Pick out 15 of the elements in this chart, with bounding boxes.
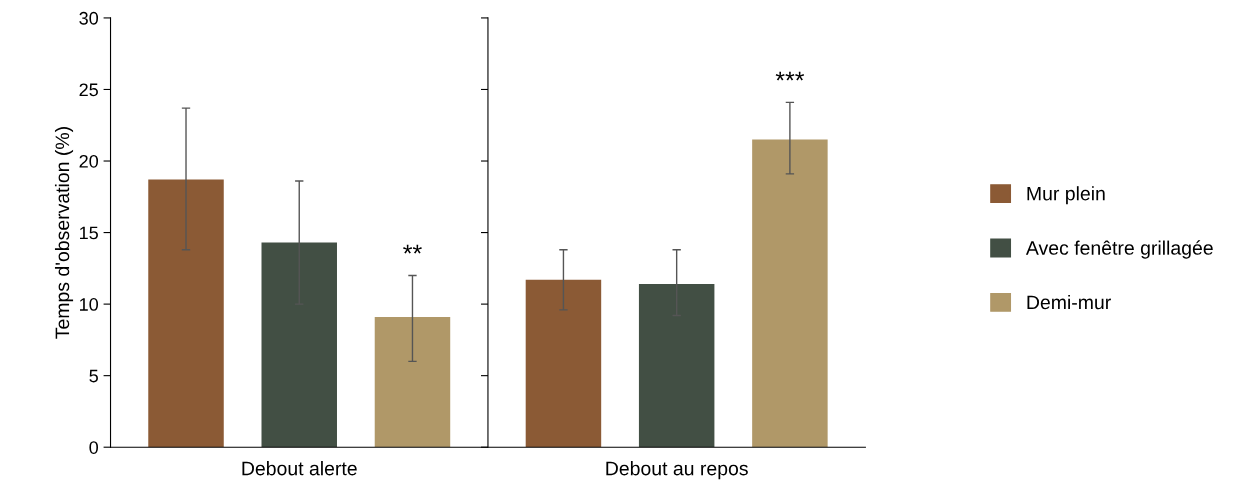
y-tick-label: 15 xyxy=(80,226,98,240)
legend-label: Mur plein xyxy=(1027,186,1105,205)
y-axis-title: Temps d'observation (%) xyxy=(54,127,74,339)
y-tick-label: 10 xyxy=(80,298,99,311)
x-tick-label: Debout alerte xyxy=(242,461,357,476)
legend-label: Avec fenêtre grillagée xyxy=(1025,240,1213,259)
y-tick-label: 5 xyxy=(89,369,98,383)
x-tick-label: Debout au repos xyxy=(606,461,748,480)
y-tick-label: 25 xyxy=(79,83,98,97)
annotation: *** xyxy=(775,71,805,81)
y-tick-label: 30 xyxy=(79,11,99,25)
legend-label: Demi-mur xyxy=(1027,294,1111,310)
y-tick-label: 20 xyxy=(79,154,99,168)
y-tick-label: 0 xyxy=(89,441,99,454)
annotation: ** xyxy=(403,244,422,254)
